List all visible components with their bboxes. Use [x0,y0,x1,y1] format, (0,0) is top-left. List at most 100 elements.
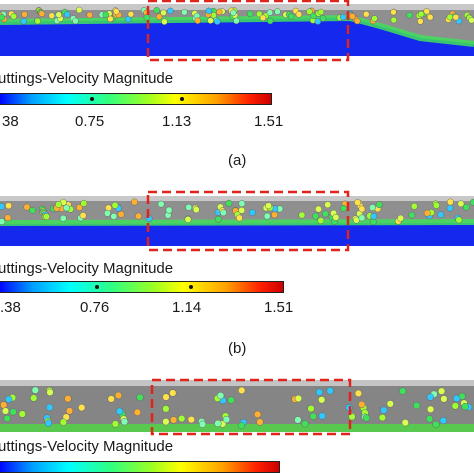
colorbar-title-c: uttings-Velocity Magnitude [0,438,174,455]
particle [178,414,186,423]
particle [259,14,267,22]
tick-label: 1.51 [254,113,284,130]
particle [23,203,31,211]
particle [332,213,340,221]
particle [143,14,151,21]
particle [216,391,225,400]
particle [198,420,207,428]
particle [117,210,125,218]
particle [237,421,246,430]
particle [133,408,142,416]
particle [310,12,317,20]
particle [295,11,303,18]
particle [452,14,460,21]
particle [432,420,440,429]
particle [386,400,394,408]
particle [266,9,274,16]
particle [437,387,446,395]
particle [358,214,366,222]
particle [318,396,326,404]
particle [340,204,348,212]
particle [371,15,378,22]
particle [114,391,123,400]
particle [230,9,237,17]
particle [451,402,459,410]
particle [107,395,115,403]
particle [274,8,281,15]
particle [124,15,132,23]
particle [461,402,469,411]
particle [417,18,424,25]
particle [80,199,88,207]
particle [63,204,70,212]
particle [214,18,221,25]
particle [43,213,50,221]
particle [307,404,315,413]
particle [3,414,11,423]
particle [358,205,366,213]
particle [319,15,327,22]
particle [5,395,13,403]
particle [426,405,435,413]
particle [153,7,160,14]
particle [354,199,362,206]
particle [432,201,440,209]
particle [78,403,86,412]
pipe-image-b [0,190,474,252]
particle [426,393,434,401]
particle [380,406,388,414]
highlight-box-b [146,190,350,252]
particle [0,218,6,226]
particle [397,214,405,222]
particle [440,395,448,403]
particle [1,407,10,415]
particle [21,11,28,18]
particle [75,204,83,211]
tick-label: 38 [2,113,19,130]
particle [187,415,195,424]
caption-b: (b) [228,340,247,357]
particle [256,418,264,426]
tick-label: 0.76 [80,299,110,316]
particle [162,405,170,413]
particle [362,414,371,422]
particle [34,17,41,25]
particle [161,18,168,25]
colorbar-a [0,93,272,105]
particle [390,16,398,24]
particle [349,13,356,20]
particle [102,11,110,18]
particle [162,393,170,401]
particle [390,8,397,16]
particle [425,415,434,423]
particle [423,209,431,217]
particle [5,202,13,210]
particle [457,200,465,208]
particle [306,8,313,15]
tick-mark [90,97,94,101]
particle [113,8,120,15]
particle [324,201,332,209]
pipe-image-c [0,376,474,438]
tick-label: .38 [0,299,21,316]
particle [169,389,177,397]
particle [10,13,17,20]
tick-label: 1.51 [264,299,294,316]
particle [235,214,243,222]
particle [165,206,173,214]
particle [214,215,222,223]
colorbar-c [0,461,280,473]
particle [103,209,111,217]
particle [227,396,235,404]
particle [408,211,416,219]
particle [326,387,334,395]
particle [127,10,135,18]
particle [354,17,361,25]
particle [453,394,461,403]
particle [469,198,474,206]
particle [263,212,271,220]
pipe-simulation-a [0,0,474,62]
tick-mark [180,97,184,101]
particle [287,13,295,20]
particle [65,407,74,415]
